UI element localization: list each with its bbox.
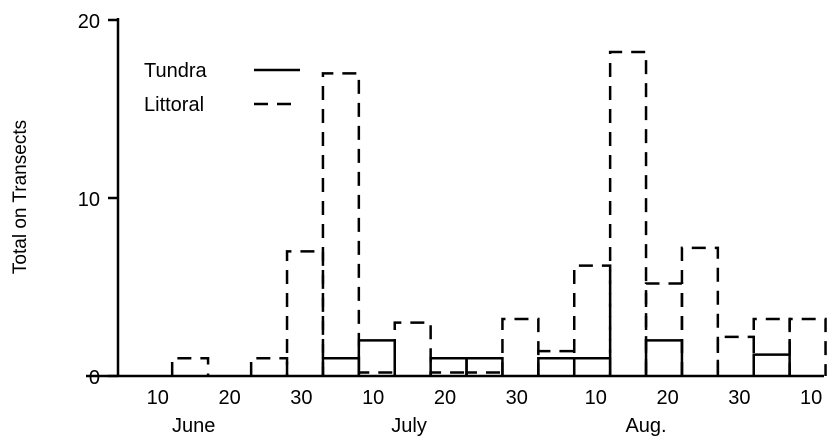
littoral-bar: [170, 356, 210, 376]
littoral-bar: [572, 264, 612, 376]
littoral-bar: [680, 246, 720, 376]
littoral-bar: [608, 50, 648, 376]
legend-label-littoral: Littoral: [144, 94, 204, 116]
littoral-bar: [321, 72, 361, 376]
tundra-bar: [752, 353, 791, 376]
littoral-bar: [788, 317, 827, 376]
littoral-bar: [249, 356, 289, 376]
littoral-bar: [716, 335, 755, 376]
y-axis-title: Total on Transects: [10, 120, 31, 274]
y-tick-label: 10: [78, 189, 100, 211]
month-label: July: [391, 415, 427, 437]
x-tick-label: 20: [218, 387, 240, 409]
x-tick-label: 20: [434, 387, 456, 409]
y-ticks: 0 10 20: [78, 11, 118, 389]
tundra-bar: [357, 339, 396, 376]
tundra-bar: [465, 356, 504, 376]
bars: [170, 50, 827, 376]
x-tick-label: 10: [362, 387, 384, 409]
tundra-bar: [644, 339, 684, 376]
tundra-bar: [572, 356, 612, 376]
x-tick-label: 30: [506, 387, 528, 409]
x-tick-label: 10: [147, 387, 169, 409]
littoral-bar: [752, 317, 791, 376]
littoral-bar: [644, 282, 684, 376]
y-tick-label: 0: [89, 367, 100, 389]
tundra-bar: [321, 356, 361, 376]
x-tick-label: 10: [585, 387, 607, 409]
tundra-bar: [537, 356, 576, 376]
month-label: Aug.: [625, 415, 666, 437]
littoral-bar: [537, 349, 576, 376]
littoral-bar: [501, 317, 540, 376]
littoral-bar: [393, 321, 432, 376]
legend: Tundra Littoral: [144, 60, 300, 116]
legend-label-tundra: Tundra: [144, 60, 208, 82]
month-label: June: [172, 415, 215, 437]
x-tick-label: 30: [728, 387, 750, 409]
y-tick-label: 20: [78, 11, 100, 33]
x-tick-label: 10: [800, 387, 822, 409]
littoral-bar: [285, 250, 325, 376]
x-ticks: 10 20 30 10 20 30 10 20 30 10: [147, 387, 823, 409]
x-tick-label: 30: [290, 387, 312, 409]
x-tick-label: 20: [656, 387, 678, 409]
